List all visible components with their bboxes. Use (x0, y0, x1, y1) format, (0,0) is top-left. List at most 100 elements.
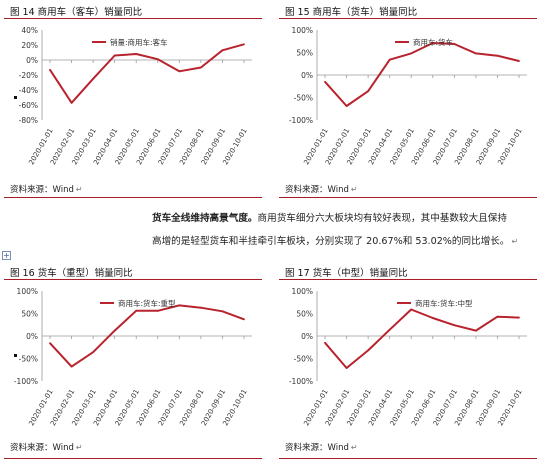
figure-title: 图 15 商用车（货车）销量同比 (285, 7, 418, 18)
legend-label: 商用车:货车:重型 (118, 298, 176, 308)
y-tick-label: 20% (21, 41, 38, 50)
legend-label: 商用车:货车:中型 (415, 298, 473, 308)
y-tick-label: 100% (17, 287, 38, 296)
data-point (92, 77, 95, 80)
y-tick-label: 0% (26, 56, 38, 65)
data-point (388, 328, 391, 331)
data-point (243, 43, 245, 46)
return-mark: ↵ (75, 443, 83, 452)
line-chart: 100%50%0%-50%-100%2020-01-012020-02-0120… (14, 287, 252, 427)
y-tick-label: 0% (26, 332, 38, 341)
y-tick-label: -50% (294, 355, 313, 364)
y-tick-label: -100% (289, 377, 313, 386)
line-chart: 100%50%0%-50%-100%2020-01-012020-02-0120… (289, 26, 527, 166)
series-line (324, 308, 520, 369)
y-tick-label: 100% (292, 287, 313, 296)
figure-title: 图 16 货车（重型）销量同比 (10, 268, 133, 279)
y-tick-label: -40% (19, 86, 38, 95)
figure-top-rule (4, 279, 262, 280)
paragraph-heading: 货车全线维持高景气度。 (152, 213, 258, 224)
data-point (92, 351, 95, 354)
figure-17: 图 17 货车（中型）销量同比 100% 50% 0% -50% -100% 2020-0… (279, 261, 537, 459)
figure-15: 图 15 商用车（货车）销量同比 100% 50% 0% -50% -100% 2020-… (279, 0, 537, 198)
return-mark: ↵ (350, 185, 358, 194)
data-point (431, 42, 434, 44)
data-point (474, 52, 477, 55)
source-note: 资料来源：Wind ↵ (285, 185, 358, 195)
series-line (324, 42, 520, 107)
data-point (496, 315, 499, 318)
data-point (221, 49, 224, 52)
y-tick-label: 0% (301, 332, 313, 341)
body-paragraph-line-1: 货车全线维持高景气度。商用货车细分六大板块均有较好表现，其中基数较大且保持 (152, 210, 507, 224)
data-point (496, 54, 499, 57)
figure-bottom-rule (4, 458, 262, 459)
data-point (518, 60, 520, 62)
figure-title: 图 14 商用车（客车）销量同比 (10, 7, 143, 18)
data-point (135, 309, 138, 312)
data-point (113, 329, 116, 332)
data-point (345, 105, 348, 107)
y-tick-label: 40% (21, 26, 38, 35)
body-paragraph-line-2: 高增的是轻型货车和半挂牵引车板块，分别实现了 20.67%和 53.02%的同比… (152, 236, 519, 247)
figure-top-rule (279, 279, 537, 280)
y-tick-label: 50% (296, 310, 313, 319)
data-point (178, 70, 181, 73)
data-point (113, 54, 116, 57)
data-point (243, 318, 245, 321)
figure-top-rule (4, 18, 262, 19)
y-tick-label: 50% (296, 49, 313, 58)
figure-bottom-rule (279, 458, 537, 459)
data-point (367, 90, 370, 93)
source-note: 资料来源：Wind ↵ (10, 185, 83, 195)
paragraph-text: 商用货车细分六大板块均有较好表现，其中基数较大且保持 (257, 213, 507, 224)
y-tick-label: -100% (289, 116, 313, 125)
data-point (388, 58, 391, 61)
y-tick-label: 100% (292, 26, 313, 35)
paragraph-mark-bottom (14, 354, 17, 357)
data-point (178, 304, 181, 307)
paragraph-mark-top (14, 96, 17, 99)
data-point (410, 52, 413, 55)
data-point (345, 367, 348, 369)
data-point (221, 310, 224, 313)
y-tick-label: -20% (19, 71, 38, 80)
data-point (518, 316, 520, 319)
return-mark: ↵ (75, 185, 83, 194)
y-tick-label: -50% (19, 355, 38, 364)
y-tick-label: -60% (19, 101, 38, 110)
data-point (199, 306, 202, 309)
line-chart: 100%50%0%-50%-100%2020-01-012020-02-0120… (289, 287, 527, 427)
source-note: 资料来源：Wind ↵ (10, 443, 83, 453)
table-anchor-icon[interactable]: + (2, 251, 11, 260)
series-line (49, 43, 245, 104)
data-point (70, 365, 73, 368)
legend-label: 商用车:货车 (413, 37, 454, 47)
data-point (324, 80, 326, 83)
data-point (199, 66, 202, 69)
figure-title: 图 17 货车（中型）销量同比 (285, 268, 408, 279)
data-point (156, 58, 159, 61)
figure-16: 图 16 货车（重型）销量同比 100% 50% 0% -50% -100% 2020-0… (4, 261, 262, 459)
series-line (49, 304, 245, 368)
data-point (453, 43, 456, 45)
data-point (431, 317, 434, 319)
data-point (410, 308, 413, 311)
data-point (70, 101, 73, 104)
y-tick-label: -100% (14, 377, 38, 386)
data-point (324, 341, 326, 344)
line-chart: 40%20%0%-20%-40%-60%-80%2020-01-012020-0… (19, 26, 252, 166)
data-point (156, 309, 159, 312)
data-point (135, 53, 138, 55)
return-mark: ↵ (511, 237, 519, 246)
data-point (367, 349, 370, 352)
data-point (49, 342, 51, 345)
figure-bottom-rule (4, 197, 262, 198)
data-point (474, 329, 477, 332)
figure-top-rule (279, 18, 537, 19)
y-tick-label: 50% (21, 310, 38, 319)
source-note: 资料来源：Wind ↵ (285, 443, 358, 453)
data-point (453, 324, 456, 327)
data-point (49, 68, 51, 71)
figure-14: 图 14 商用车（客车）销量同比 40% 20% 0% -20% -40% -60% -80… (4, 0, 262, 198)
